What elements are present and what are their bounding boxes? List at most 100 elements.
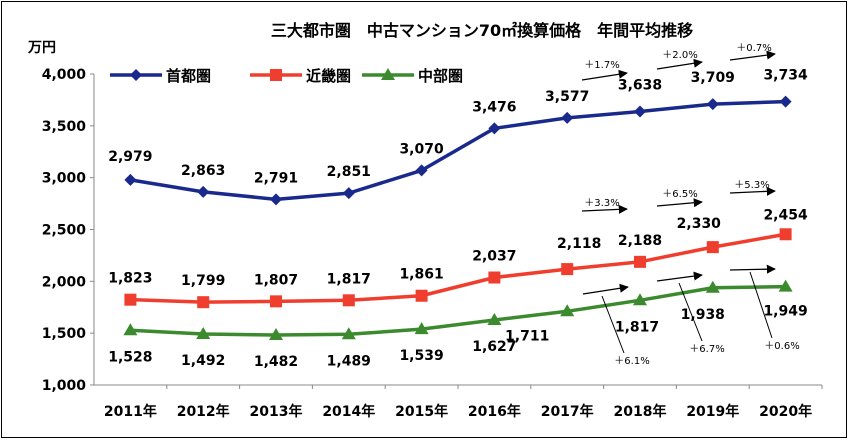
growth-arrow — [582, 283, 629, 295]
series-lines — [123, 95, 793, 341]
growth-arrow — [729, 50, 776, 61]
leader-line — [749, 271, 773, 339]
data-label: 2,454 — [763, 207, 808, 223]
series-1 — [124, 95, 792, 206]
x-tick-label: 2016年 — [468, 403, 521, 420]
legend-item-2: 近畿圏 — [250, 67, 351, 85]
legend-marker — [381, 68, 395, 80]
data-label: 1,528 — [108, 349, 152, 365]
data-point — [123, 323, 138, 336]
data-label: 2,863 — [181, 163, 225, 179]
data-point — [778, 279, 793, 292]
growth-label: ＋5.3% — [734, 180, 769, 191]
data-point — [415, 289, 428, 302]
axes — [90, 73, 823, 389]
growth-arrow — [656, 271, 703, 282]
data-label: 1,627 — [472, 339, 516, 355]
data-point — [560, 304, 575, 317]
data-point — [341, 327, 356, 340]
growth-label: ＋2.0% — [662, 50, 697, 61]
growth-annotations: ＋1.7% ＋2.0% ＋0.7% ＋3.3% ＋6.5% ＋5.3% ＋6.1% ＋6.7%… — [581, 43, 800, 367]
legend-marker — [130, 69, 142, 81]
data-label: 2,188 — [618, 233, 662, 249]
data-point — [779, 228, 792, 241]
growth-arrow — [581, 69, 628, 81]
data-point — [196, 326, 211, 339]
data-label: 3,638 — [618, 78, 662, 94]
data-label: 2,979 — [108, 149, 152, 165]
data-point — [342, 294, 355, 307]
data-point — [414, 322, 429, 335]
y-tick-label: 1,500 — [42, 326, 87, 342]
data-label: 1,938 — [681, 307, 725, 323]
data-point — [270, 295, 282, 308]
data-label: 3,070 — [399, 141, 444, 157]
growth-arrow — [729, 186, 776, 196]
growth-label: ＋0.7% — [736, 43, 771, 54]
data-label: 1,492 — [181, 353, 225, 369]
data-point — [124, 293, 137, 306]
y-axis-unit: 万円 — [27, 40, 56, 56]
legend: 首都圏 近畿圏 中部圏 — [110, 67, 463, 85]
legend-label: 中部圏 — [418, 67, 463, 85]
series-line — [130, 232, 786, 304]
data-point — [124, 173, 137, 186]
growth-arrow — [729, 264, 776, 274]
data-label: 1,482 — [254, 354, 298, 370]
growth-label: ＋6.5% — [662, 189, 697, 200]
data-label: 1,539 — [399, 348, 443, 364]
data-label: 1,861 — [399, 267, 443, 283]
legend-marker — [270, 69, 282, 81]
data-point — [779, 95, 792, 108]
data-point — [706, 98, 719, 111]
data-label: 2,851 — [327, 164, 371, 180]
growth-label: ＋6.7% — [689, 344, 724, 355]
data-point — [561, 111, 574, 124]
x-tick-label: 2019年 — [686, 403, 739, 420]
data-label: 3,476 — [472, 99, 516, 115]
growth-arrow — [656, 198, 703, 208]
y-tick-label: 2,000 — [42, 274, 87, 290]
data-point — [706, 241, 719, 254]
data-point — [633, 293, 647, 306]
data-point — [342, 187, 355, 200]
x-tick-label: 2020年 — [759, 403, 812, 420]
data-point — [705, 280, 720, 293]
data-labels: 2,979 2,863 2,791 2,851 3,070 3,476 3,577 3,638… — [108, 68, 808, 370]
data-label: 2,118 — [557, 236, 601, 252]
series-line — [130, 99, 786, 202]
data-point — [269, 328, 283, 341]
data-point — [415, 164, 428, 177]
data-point — [634, 255, 646, 268]
y-tick-label: 4,000 — [42, 67, 87, 83]
data-label: 3,734 — [763, 68, 808, 84]
x-tick-label: 2013年 — [250, 403, 303, 420]
data-point — [634, 105, 646, 118]
data-label: 1,817 — [615, 319, 659, 335]
growth-label: ＋6.1% — [614, 356, 649, 367]
y-tick-label: 3,000 — [42, 171, 87, 187]
y-tick-label: 3,500 — [42, 119, 87, 135]
data-point — [561, 263, 574, 276]
growth-label: ＋0.6% — [764, 341, 799, 352]
legend-item-1: 首都圏 — [110, 67, 211, 85]
data-label: 1,489 — [327, 353, 371, 369]
data-label: 1,799 — [181, 273, 225, 289]
growth-arrow — [656, 58, 703, 70]
x-tick-label: 2017年 — [541, 403, 594, 420]
data-label: 2,330 — [677, 216, 722, 232]
data-label: 1,711 — [505, 328, 549, 344]
chart-title: 三大都市圏 中古マンション70㎡換算価格 年間平均推移 — [271, 21, 693, 40]
data-point — [488, 271, 501, 284]
data-label: 3,709 — [691, 70, 735, 86]
data-label: 2,791 — [254, 170, 298, 186]
data-point — [487, 313, 502, 326]
x-tick-label: 2015年 — [395, 403, 448, 420]
data-point — [197, 296, 210, 309]
growth-label: ＋1.7% — [584, 60, 619, 71]
data-point — [488, 122, 501, 135]
data-point — [270, 193, 282, 206]
leader-line — [601, 295, 625, 354]
data-label: 1,823 — [108, 271, 152, 287]
